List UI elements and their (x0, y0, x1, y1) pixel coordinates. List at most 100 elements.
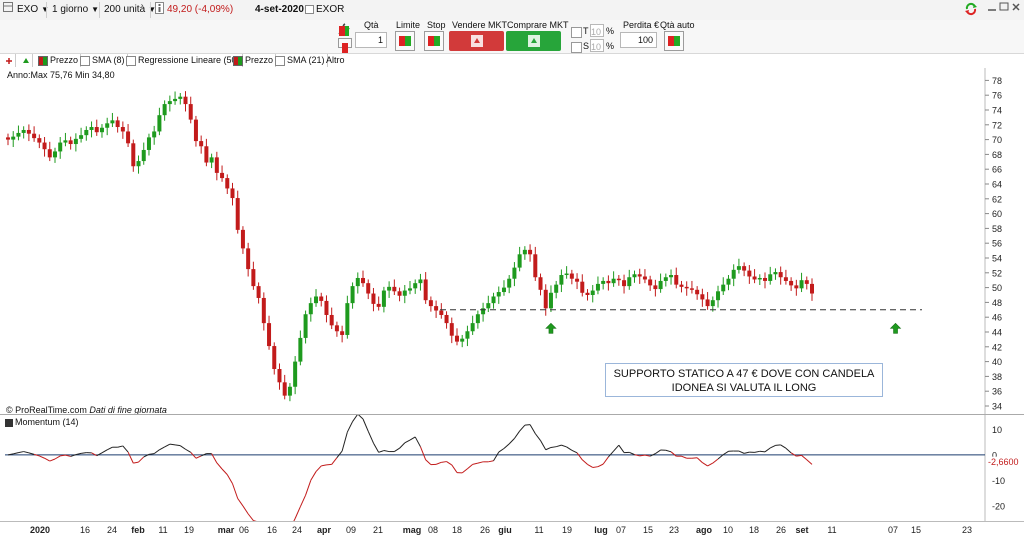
add-indicator-icon[interactable] (3, 54, 16, 67)
candle-body (710, 300, 715, 307)
t-input[interactable]: 10 (590, 24, 604, 37)
loss-input[interactable]: 100 (620, 32, 657, 48)
candle-body (16, 132, 21, 137)
sync-icon[interactable] (964, 2, 978, 18)
candle-body (684, 286, 689, 289)
momentum-segment (33, 453, 40, 457)
momentum-segment (13, 452, 19, 455)
momentum-segment (634, 454, 640, 457)
keyboard-icon[interactable] (338, 38, 352, 53)
momentum-chart[interactable]: 10 0 -10 -20 -2,6600 (0, 415, 1024, 521)
candle-body (695, 289, 700, 295)
annotation-box[interactable]: SUPPORTO STATICO A 47 € DOVE CON CANDELA… (605, 363, 883, 397)
candle-body (199, 141, 204, 147)
momentum-segment (451, 464, 458, 473)
candle-body (340, 331, 345, 335)
minimize-button[interactable] (987, 2, 997, 18)
momentum-segment (665, 449, 672, 453)
maximize-button[interactable] (999, 2, 1009, 18)
candle-body (705, 299, 710, 307)
momentum-segment (299, 494, 307, 507)
momentum-segment (352, 415, 358, 422)
candle-body (42, 142, 47, 150)
momentum-segment (164, 443, 171, 448)
price-tick-label: 36 (992, 387, 1002, 397)
momentum-segment (419, 446, 427, 460)
units-select[interactable]: 200 unità ▼ (104, 4, 157, 15)
candle-body (700, 294, 705, 300)
timeframe-select[interactable]: 1 giorno ▼ (52, 4, 100, 15)
auto-qty-label: Qtà auto (660, 20, 695, 30)
date-tick-label: 24 (292, 525, 302, 535)
candle-body (726, 278, 731, 285)
auto-qty-button[interactable] (664, 31, 684, 51)
indicator-price[interactable]: Prezzo (36, 54, 82, 67)
candle-body (538, 277, 543, 290)
candle-body (361, 277, 366, 284)
limit-order-button[interactable] (395, 31, 415, 51)
indicator-sma8-label: SMA (8) (92, 55, 125, 65)
momentum-segment (75, 452, 82, 456)
qty-input[interactable]: 1 (355, 32, 387, 48)
candle-body (512, 267, 517, 279)
price-tick-label: 46 (992, 313, 1002, 323)
candle-body (230, 188, 235, 199)
date-tick-label: 07 (888, 525, 898, 535)
indicator-sma21[interactable]: SMA (21) (273, 54, 328, 67)
candle-body (627, 277, 632, 287)
indicator-more-button[interactable]: Altro (326, 55, 345, 65)
candle-body (742, 266, 747, 271)
price2-color-swatch (233, 55, 243, 66)
indicator-price-2[interactable]: Prezzo (231, 54, 277, 67)
close-button[interactable] (1011, 2, 1021, 18)
sell-market-button[interactable] (449, 31, 504, 51)
info-icon[interactable] (155, 2, 164, 18)
momentum-segment (691, 457, 698, 459)
candle-body (371, 293, 376, 304)
candle-body (622, 280, 627, 287)
momentum-segment (493, 451, 500, 462)
momentum-segment (425, 459, 432, 466)
indicator-sma8[interactable]: SMA (8) (78, 54, 128, 67)
regression-color-swatch (126, 55, 136, 66)
candle-body (209, 157, 214, 163)
momentum-segment (446, 461, 453, 466)
candle-body (272, 346, 277, 369)
candle-body (757, 277, 762, 280)
candle-body (235, 198, 240, 230)
window-menu-icon[interactable] (3, 2, 13, 18)
momentum-segment (96, 452, 103, 457)
expand-icon[interactable] (20, 54, 33, 67)
t-checkbox[interactable] (571, 27, 582, 38)
momentum-segment (644, 454, 651, 457)
momentum-segment (18, 451, 24, 454)
momentum-segment (556, 444, 562, 448)
price-tick-label: 48 (992, 298, 1002, 308)
candle-body (501, 287, 506, 293)
s-checkbox[interactable] (571, 42, 582, 53)
price-tick-label: 58 (992, 224, 1002, 234)
momentum-label-text: Momentum (14) (15, 417, 79, 427)
momentum-segment (174, 444, 181, 447)
date-tick-label: 11 (534, 525, 543, 535)
indicator-regression[interactable]: Regressione Lineare (50) (124, 54, 243, 67)
settings-wrench-icon[interactable] (336, 22, 352, 36)
buy-market-button[interactable] (506, 31, 561, 51)
momentum-segment (613, 444, 620, 452)
candle-body (585, 292, 590, 295)
momentum-segment (357, 415, 364, 420)
price-chart[interactable]: 78 76 74 72 70 68 66 64 62 60 58 56 54 52 50 48 46 44 42 40… (0, 68, 1024, 414)
stop-order-button[interactable] (424, 31, 444, 51)
indicator-bar: Prezzo SMA (8) Regressione Lineare (50) … (0, 53, 1024, 68)
candle-body (298, 337, 303, 362)
momentum-segment (681, 455, 687, 459)
momentum-segment (195, 455, 202, 459)
s-input[interactable]: 10 (590, 39, 604, 52)
symbol-select[interactable]: EXO▼ (17, 2, 49, 18)
indicator-price2-label: Prezzo (245, 55, 274, 65)
candle-body (152, 131, 157, 138)
candle-body (595, 283, 600, 291)
panel-divider[interactable] (0, 414, 1024, 415)
momentum-segment (383, 450, 390, 453)
momentum-segment (153, 449, 160, 455)
